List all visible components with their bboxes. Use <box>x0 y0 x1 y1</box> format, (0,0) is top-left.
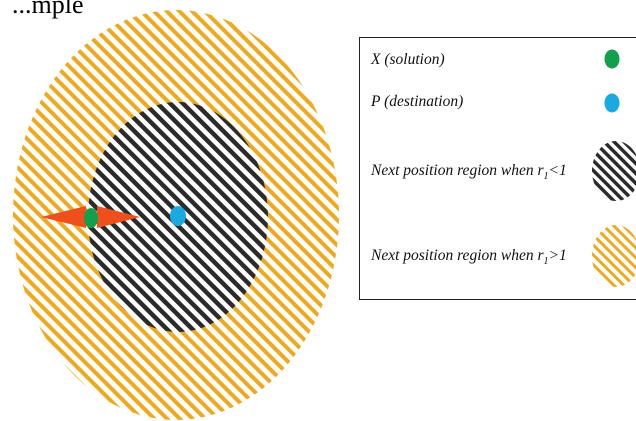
legend-green-dot-icon <box>604 49 620 69</box>
legend-label-inner-region: Next position region when r1<1 <box>371 162 567 183</box>
legend-label-solution: X (solution) <box>371 51 445 68</box>
header-partial-text: ...mple <box>12 0 84 19</box>
legend-blue-dot-icon <box>604 93 620 113</box>
legend-black-hatch-icon <box>592 141 636 201</box>
left-direction-arrow <box>41 206 86 228</box>
destination-p-point <box>170 206 186 226</box>
legend: X (solution) P (destination) Next positi… <box>359 37 636 300</box>
legend-label-destination: P (destination) <box>371 93 464 110</box>
region-diagram <box>13 10 339 420</box>
solution-x-point <box>84 208 98 228</box>
legend-orange-hatch-icon <box>592 225 636 287</box>
right-direction-arrow <box>97 206 140 228</box>
legend-label-outer-region: Next position region when r1>1 <box>371 247 567 268</box>
